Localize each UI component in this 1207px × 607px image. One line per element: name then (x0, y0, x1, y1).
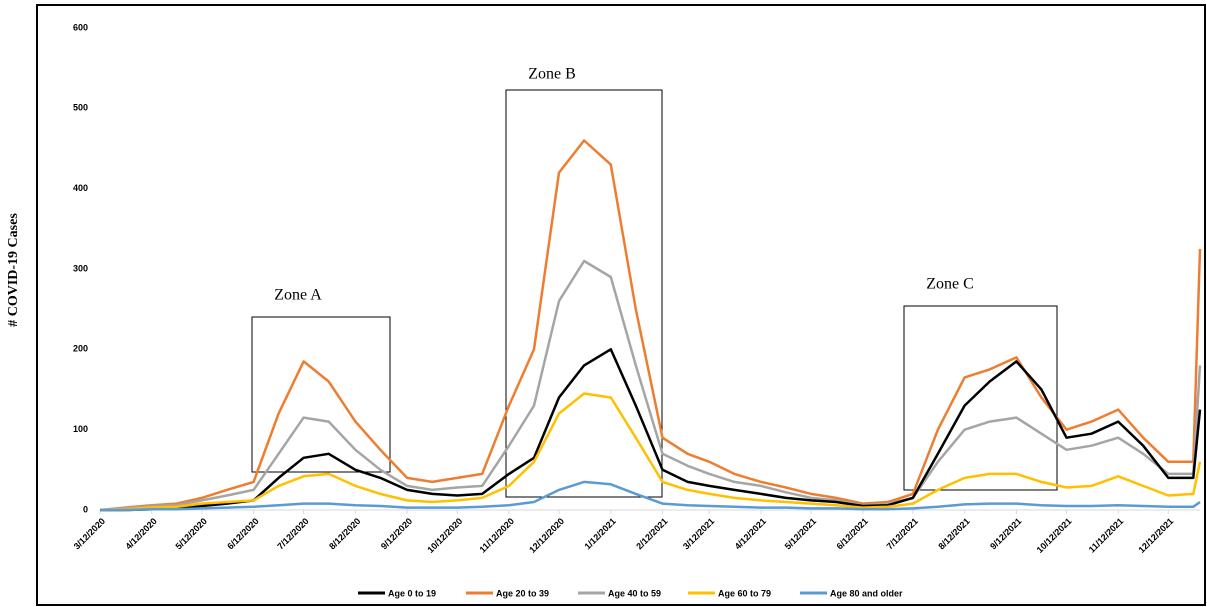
zone-box (903, 305, 1058, 491)
series-line (100, 348, 1202, 512)
x-tick-label: 7/12/2021 (885, 516, 920, 551)
x-tick-label: 8/12/2021 (936, 516, 971, 551)
x-tick-label: 8/12/2020 (327, 516, 362, 551)
zone-label: Zone B (528, 66, 576, 83)
x-tick-label: 10/12/2021 (1035, 516, 1074, 555)
x-tick-label: 9/12/2021 (988, 516, 1023, 551)
x-tick-label: 6/12/2020 (225, 516, 260, 551)
x-tick-label: 6/12/2021 (835, 516, 870, 551)
x-tick-label: 4/12/2020 (123, 516, 158, 551)
x-tick-label: 1/12/2021 (582, 516, 617, 551)
legend-label: Age 60 to 79 (718, 588, 771, 598)
series-line (99, 392, 1202, 512)
x-tick-label: 3/12/2021 (681, 516, 716, 551)
legend-label: Age 20 to 39 (496, 588, 549, 598)
y-tick-label: 0 (83, 504, 88, 514)
x-tick-label: 12/12/2021 (1136, 516, 1175, 555)
x-tick-label: 4/12/2021 (733, 516, 768, 551)
y-tick-label: 100 (73, 424, 88, 434)
x-tick-label: 3/12/2020 (72, 516, 107, 551)
x-tick-label: 7/12/2020 (275, 516, 310, 551)
x-tick-label: 2/12/2021 (634, 516, 669, 551)
zone-box (251, 316, 391, 473)
zone-label: Zone A (274, 287, 322, 304)
series-line (99, 259, 1202, 512)
y-axis-label: # COVID-19 Cases (6, 213, 21, 327)
legend-label: Age 0 to 19 (388, 588, 436, 598)
y-tick-label: 500 (73, 103, 88, 113)
legend-label: Age 40 to 59 (608, 588, 661, 598)
x-tick-label: 11/12/2020 (477, 516, 516, 555)
x-tick-label: 10/12/2020 (425, 516, 464, 555)
zone-box (505, 89, 663, 498)
y-tick-label: 600 (73, 22, 88, 32)
x-tick-label: 12/12/2020 (527, 516, 566, 555)
y-tick-label: 400 (73, 183, 88, 193)
x-tick-label: 5/12/2020 (174, 516, 209, 551)
y-tick-label: 200 (73, 344, 88, 354)
x-tick-label: 9/12/2020 (379, 516, 414, 551)
zone-label: Zone C (926, 276, 974, 293)
series-line (100, 480, 1201, 512)
y-tick-label: 300 (73, 263, 88, 273)
x-tick-label: 5/12/2021 (783, 516, 818, 551)
series-line (99, 139, 1202, 512)
legend-label: Age 80 and older (830, 588, 903, 598)
chart-frame (36, 4, 1206, 606)
x-tick-label: 11/12/2021 (1087, 516, 1126, 555)
